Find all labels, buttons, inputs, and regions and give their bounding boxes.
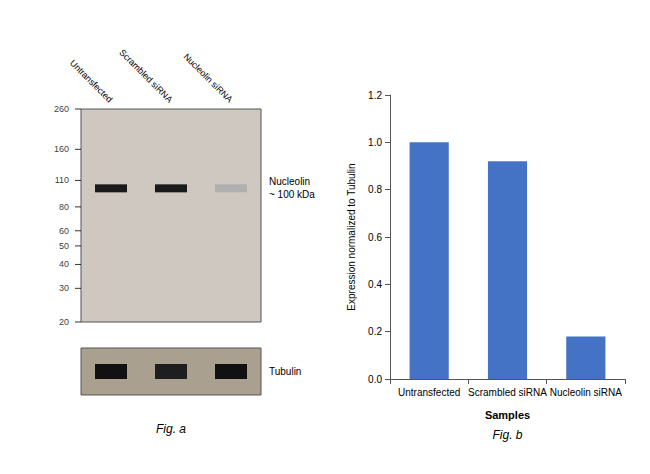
svg-text:Untransfected: Untransfected (68, 58, 115, 105)
svg-text:110: 110 (55, 175, 69, 185)
svg-text:160: 160 (54, 144, 69, 154)
svg-text:Scrambled siRNA: Scrambled siRNA (468, 387, 547, 398)
svg-text:1.0: 1.0 (368, 137, 382, 148)
svg-text:0.0: 0.0 (368, 374, 382, 385)
svg-text:Fig. a: Fig. a (156, 422, 186, 436)
svg-text:0.4: 0.4 (368, 279, 382, 290)
svg-text:30: 30 (59, 283, 69, 293)
svg-text:0.2: 0.2 (368, 326, 382, 337)
svg-text:1.2: 1.2 (368, 90, 382, 101)
svg-text:80: 80 (59, 202, 69, 212)
svg-text:Untransfected: Untransfected (398, 387, 460, 398)
svg-text:Expression normalized to Tubul: Expression normalized to Tubulin (346, 163, 357, 310)
svg-text:40: 40 (59, 259, 69, 269)
svg-text:Tubulin: Tubulin (269, 366, 301, 377)
svg-text:260: 260 (54, 104, 69, 114)
svg-text:0.6: 0.6 (368, 232, 382, 243)
svg-text:60: 60 (59, 226, 69, 236)
svg-text:Nucleolin siRNA: Nucleolin siRNA (550, 387, 623, 398)
svg-text:Nucleolin siRNA: Nucleolin siRNA (182, 52, 235, 105)
svg-text:50: 50 (59, 241, 69, 251)
svg-text:Scrambled siRNA: Scrambled siRNA (117, 47, 174, 104)
svg-text:~ 100 kDa: ~ 100 kDa (269, 189, 315, 200)
svg-text:Fig. b: Fig. b (492, 428, 522, 442)
svg-text:Samples: Samples (485, 409, 530, 421)
svg-text:0.8: 0.8 (368, 184, 382, 195)
svg-text:Nucleolin: Nucleolin (269, 176, 310, 187)
svg-text:20: 20 (59, 317, 69, 327)
